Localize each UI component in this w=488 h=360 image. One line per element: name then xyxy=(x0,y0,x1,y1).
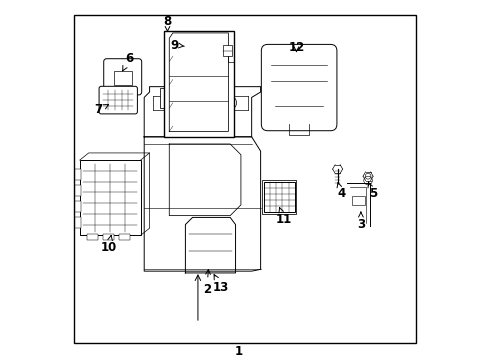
Text: 11: 11 xyxy=(275,208,291,226)
Bar xyxy=(163,92,182,104)
Bar xyxy=(351,196,364,205)
Bar xyxy=(119,234,130,240)
Text: 6: 6 xyxy=(122,52,133,71)
Text: 1: 1 xyxy=(235,345,243,357)
Text: 2: 2 xyxy=(203,270,210,296)
Text: 9: 9 xyxy=(170,39,184,51)
Text: 8: 8 xyxy=(163,15,171,31)
Text: 5: 5 xyxy=(367,183,376,200)
Bar xyxy=(75,217,81,228)
Bar xyxy=(262,180,296,214)
Bar xyxy=(80,160,141,235)
Text: 12: 12 xyxy=(288,41,304,54)
Text: 13: 13 xyxy=(213,275,229,294)
Bar xyxy=(75,201,81,212)
Text: 3: 3 xyxy=(356,212,364,231)
Bar xyxy=(103,234,114,240)
Text: 10: 10 xyxy=(100,235,116,255)
FancyBboxPatch shape xyxy=(261,44,336,131)
Bar xyxy=(87,234,98,240)
Bar xyxy=(163,31,233,137)
FancyBboxPatch shape xyxy=(99,86,137,114)
Bar xyxy=(114,71,131,85)
Bar xyxy=(160,89,185,108)
Text: 4: 4 xyxy=(336,183,345,200)
Bar xyxy=(75,185,81,196)
Bar xyxy=(264,181,294,212)
Bar xyxy=(75,169,81,180)
Bar xyxy=(223,45,231,56)
Text: 7: 7 xyxy=(94,103,108,116)
FancyBboxPatch shape xyxy=(103,59,142,95)
